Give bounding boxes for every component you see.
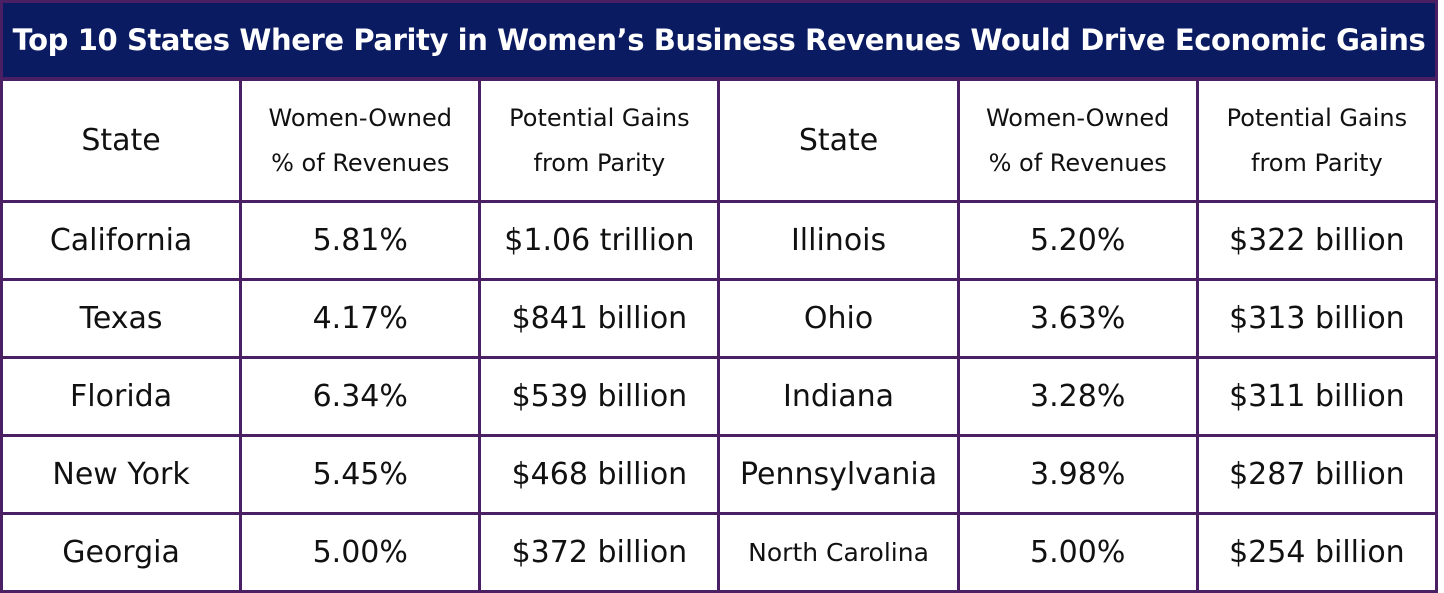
header-share-left-line2: % of Revenues <box>271 148 450 177</box>
cell-share: 6.34% <box>239 356 482 437</box>
cell-share: 3.98% <box>956 434 1199 515</box>
cell-share: 5.00% <box>239 512 482 593</box>
header-state-left: State <box>0 78 243 203</box>
cell-state: Ohio <box>717 278 960 359</box>
table-row: Georgia 5.00% $372 billion North Carolin… <box>0 512 1439 593</box>
cell-gains: $1.06 trillion <box>478 200 721 281</box>
cell-gains: $287 billion <box>1195 434 1439 515</box>
cell-state: Texas <box>0 278 243 359</box>
cell-share: 5.81% <box>239 200 482 281</box>
header-share-right: Women-Owned % of Revenues <box>956 78 1199 203</box>
header-gains-left: Potential Gains from Parity <box>478 78 721 203</box>
header-share-left-line1: Women-Owned <box>268 103 452 132</box>
cell-share: 5.45% <box>239 434 482 515</box>
cell-gains: $539 billion <box>478 356 721 437</box>
cell-gains: $372 billion <box>478 512 721 593</box>
cell-state: North Carolina <box>717 512 960 593</box>
table-row: New York 5.45% $468 billion Pennsylvania… <box>0 434 1439 515</box>
title-bar: Top 10 States Where Parity in Women’s Bu… <box>0 0 1438 80</box>
header-share-right-line1: Women-Owned <box>985 103 1170 132</box>
cell-gains: $841 billion <box>478 278 721 359</box>
data-table: State Women-Owned % of Revenues Potentia… <box>0 78 1439 593</box>
cell-gains: $322 billion <box>1195 200 1439 281</box>
header-state-right: State <box>717 78 960 203</box>
header-gains-left-line2: from Parity <box>533 148 666 177</box>
cell-gains: $468 billion <box>478 434 721 515</box>
cell-state: Indiana <box>717 356 960 437</box>
cell-share: 5.00% <box>956 512 1199 593</box>
cell-state: Georgia <box>0 512 243 593</box>
table-row: California 5.81% $1.06 trillion Illinois… <box>0 200 1439 281</box>
cell-state: New York <box>0 434 243 515</box>
cell-state: Illinois <box>717 200 960 281</box>
cell-share: 5.20% <box>956 200 1199 281</box>
chart-title: Top 10 States Where Parity in Women’s Bu… <box>12 23 1426 57</box>
cell-share: 3.63% <box>956 278 1199 359</box>
table-row: Florida 6.34% $539 billion Indiana 3.28%… <box>0 356 1439 437</box>
cell-gains: $254 billion <box>1195 512 1439 593</box>
cell-state: California <box>0 200 243 281</box>
header-gains-right-line1: Potential Gains <box>1226 103 1408 132</box>
cell-state: Florida <box>0 356 243 437</box>
header-state-right-label: State <box>798 123 879 158</box>
cell-gains: $311 billion <box>1195 356 1439 437</box>
header-share-left: Women-Owned % of Revenues <box>239 78 482 203</box>
header-gains-left-line1: Potential Gains <box>509 103 690 132</box>
header-row: State Women-Owned % of Revenues Potentia… <box>0 78 1439 203</box>
header-gains-right-line2: from Parity <box>1251 148 1383 177</box>
cell-share: 4.17% <box>239 278 482 359</box>
cell-share: 3.28% <box>956 356 1199 437</box>
cell-state: Pennsylvania <box>717 434 960 515</box>
cell-gains: $313 billion <box>1195 278 1439 359</box>
header-share-right-line2: % of Revenues <box>988 148 1167 177</box>
header-gains-right: Potential Gains from Parity <box>1195 78 1439 203</box>
header-state-left-label: State <box>81 123 161 158</box>
table-row: Texas 4.17% $841 billion Ohio 3.63% $313… <box>0 278 1439 359</box>
